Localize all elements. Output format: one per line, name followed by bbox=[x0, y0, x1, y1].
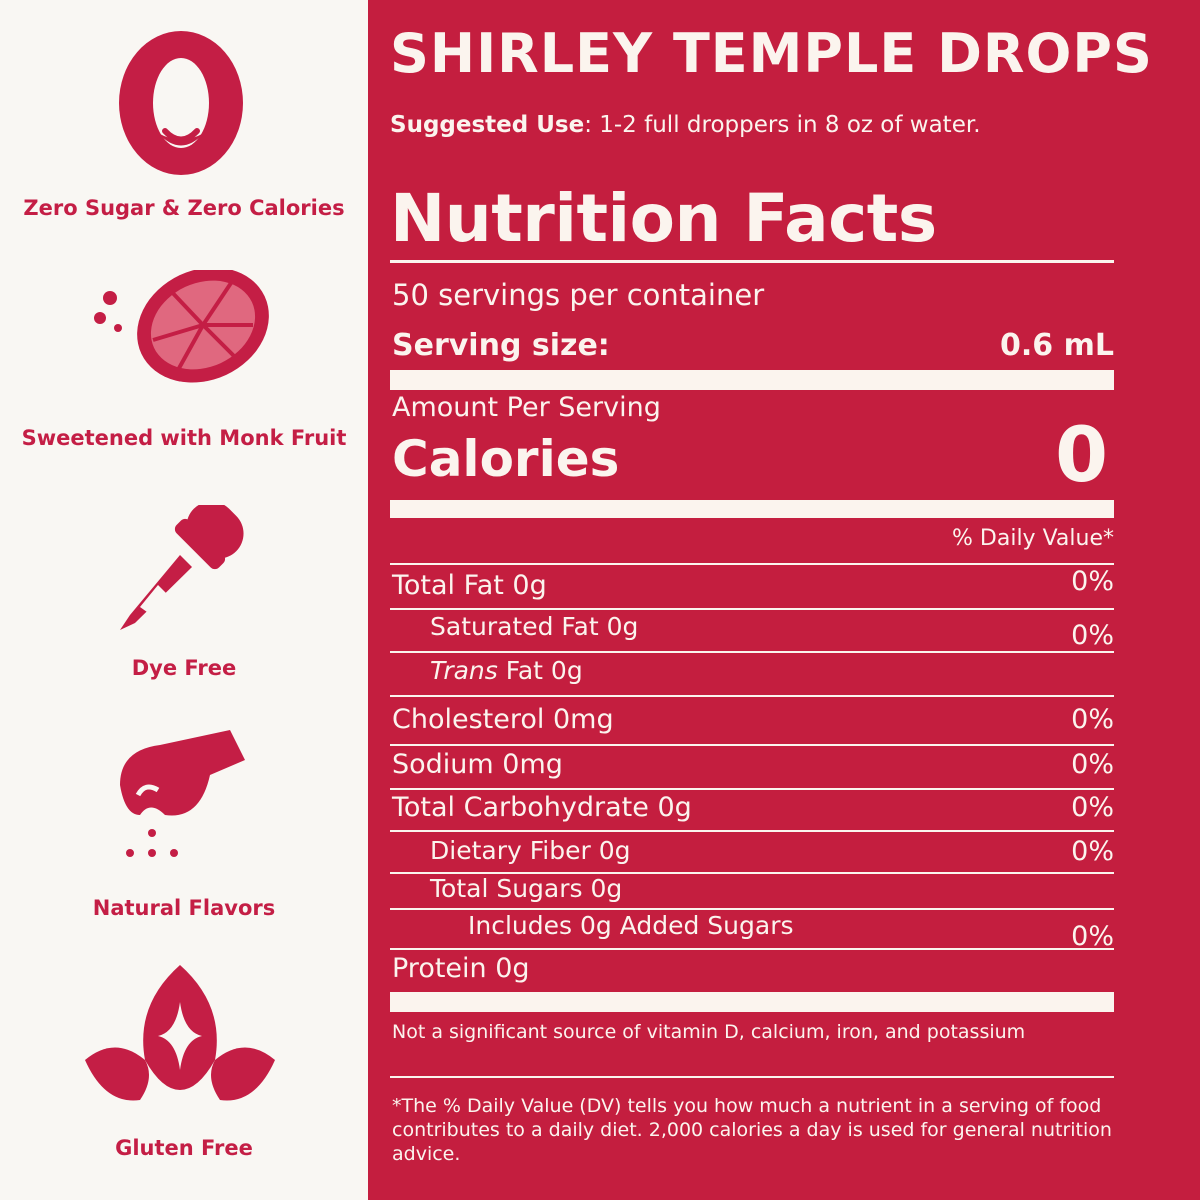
divider bbox=[390, 872, 1114, 874]
divider bbox=[390, 948, 1114, 950]
divider bbox=[390, 788, 1114, 790]
zero-smile-icon bbox=[119, 31, 243, 175]
nutrient-row-total-fat: Total Fat 0g 0% bbox=[390, 566, 1114, 610]
feature-column: Zero Sugar & Zero Calories Sweetened wit… bbox=[0, 0, 368, 1200]
feature-caption: Natural Flavors bbox=[92, 896, 276, 920]
nutrient-row-total-sugars: Total Sugars 0g bbox=[390, 874, 1114, 914]
servings-per-container: 50 servings per container bbox=[392, 278, 765, 312]
feature-monk-fruit: Sweetened with Monk Fruit bbox=[0, 230, 368, 460]
nutrient-row-dietary-fiber: Dietary Fiber 0g 0% bbox=[390, 836, 1114, 876]
suggested-use-label: Suggested Use bbox=[390, 112, 585, 138]
serving-size-label: Serving size: bbox=[392, 328, 610, 363]
thick-divider bbox=[390, 370, 1114, 390]
feature-gluten-free: Gluten Free bbox=[0, 930, 368, 1200]
divider bbox=[390, 830, 1114, 832]
nutrient-name: Sodium 0mg bbox=[392, 749, 563, 780]
feature-caption: Sweetened with Monk Fruit bbox=[21, 426, 347, 450]
nutrient-name-rest: Fat 0g bbox=[497, 656, 583, 685]
divider bbox=[390, 260, 1114, 263]
leaf-sparkle-icon bbox=[85, 965, 275, 1101]
nutrient-dv: 0% bbox=[1071, 704, 1114, 735]
divider bbox=[390, 1076, 1114, 1078]
divider bbox=[390, 695, 1114, 697]
nutrient-name: Protein 0g bbox=[392, 953, 530, 984]
daily-value-header: % Daily Value* bbox=[952, 526, 1114, 551]
grapefruit-icon bbox=[94, 270, 269, 383]
nutrient-row-sodium: Sodium 0mg 0% bbox=[390, 749, 1114, 789]
not-significant-note: Not a significant source of vitamin D, c… bbox=[392, 1021, 1026, 1043]
nutrition-facts-heading: Nutrition Facts bbox=[390, 180, 937, 257]
nutrient-name: Dietary Fiber 0g bbox=[430, 836, 631, 865]
nutrient-dv: 0% bbox=[1071, 921, 1114, 952]
nutrient-row-total-carbohydrate: Total Carbohydrate 0g 0% bbox=[390, 792, 1114, 832]
feature-caption: Dye Free bbox=[131, 656, 237, 680]
suggested-use-text: : 1-2 full droppers in 8 oz of water. bbox=[584, 112, 981, 138]
divider bbox=[390, 608, 1114, 610]
suggested-use: Suggested Use: 1-2 full droppers in 8 oz… bbox=[390, 112, 981, 138]
nutrient-row-cholesterol: Cholesterol 0mg 0% bbox=[390, 704, 1114, 744]
thick-divider bbox=[390, 992, 1114, 1012]
divider bbox=[390, 744, 1114, 746]
nutrient-dv: 0% bbox=[1071, 792, 1114, 823]
nutrient-name: Saturated Fat 0g bbox=[430, 612, 639, 641]
nutrient-dv: 0% bbox=[1071, 566, 1114, 597]
divider bbox=[390, 563, 1114, 565]
nutrient-row-protein: Protein 0g bbox=[390, 953, 1114, 993]
nutrient-dv: 0% bbox=[1071, 749, 1114, 780]
amount-per-serving: Amount Per Serving bbox=[392, 392, 661, 423]
feature-caption: Gluten Free bbox=[115, 1136, 253, 1160]
feature-dye-free: Dye Free bbox=[0, 460, 368, 690]
nutrition-panel: SHIRLEY TEMPLE DROPS Suggested Use: 1-2 … bbox=[368, 0, 1200, 1200]
nutrient-name: Trans Fat 0g bbox=[430, 656, 583, 685]
nutrient-row-added-sugars: Includes 0g Added Sugars 0% bbox=[390, 911, 1114, 952]
nutrient-name: Total Sugars 0g bbox=[430, 874, 623, 903]
nutrient-row-saturated-fat: Saturated Fat 0g 0% bbox=[390, 612, 1114, 652]
dropper-icon bbox=[120, 505, 244, 630]
nutrient-dv: 0% bbox=[1071, 836, 1114, 867]
feature-zero-sugar: Zero Sugar & Zero Calories bbox=[0, 0, 368, 230]
thick-divider bbox=[390, 500, 1114, 518]
pinch-hand-icon bbox=[120, 730, 245, 857]
feature-natural-flavors: Natural Flavors bbox=[0, 690, 368, 930]
calories-value: 0 bbox=[1055, 410, 1108, 499]
nutrient-name: Cholesterol 0mg bbox=[392, 704, 614, 735]
divider bbox=[390, 651, 1114, 653]
feature-caption: Zero Sugar & Zero Calories bbox=[23, 196, 345, 220]
nutrient-name: Total Fat 0g bbox=[392, 570, 547, 601]
nutrient-name: Total Carbohydrate 0g bbox=[392, 792, 692, 823]
daily-value-footnote: *The % Daily Value (DV) tells you how mu… bbox=[392, 1095, 1112, 1165]
product-title: SHIRLEY TEMPLE DROPS bbox=[390, 22, 1153, 85]
divider bbox=[390, 908, 1114, 910]
nutrient-name: Includes 0g Added Sugars bbox=[468, 911, 794, 940]
serving-size-value: 0.6 mL bbox=[1000, 328, 1114, 363]
nutrient-row-trans-fat: Trans Fat 0g bbox=[390, 656, 1114, 696]
nutrient-name-italic: Trans bbox=[430, 656, 498, 685]
nutrient-dv: 0% bbox=[1071, 620, 1114, 651]
calories-label: Calories bbox=[392, 430, 620, 488]
